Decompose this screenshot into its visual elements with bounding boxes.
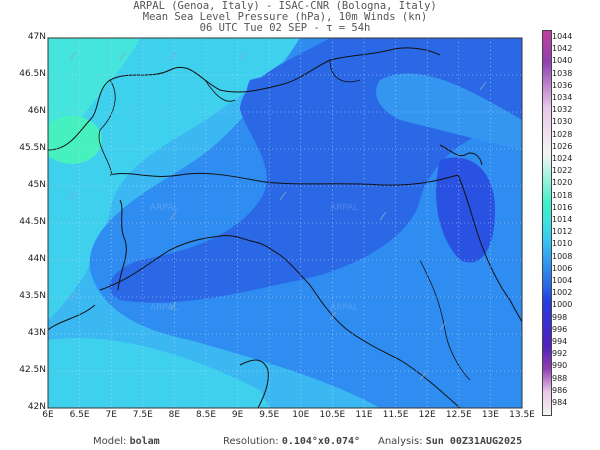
colorbar-tick-label: 998: [552, 312, 568, 322]
analysis-label: Analysis:: [378, 436, 423, 447]
lon-label: 10E: [292, 410, 310, 420]
colorbar-tick-label: 994: [552, 337, 568, 346]
lat-label: 42N: [27, 402, 46, 412]
model-value: bolam: [129, 436, 160, 447]
lon-label: 12E: [418, 410, 436, 420]
colorbar-tick-label: 1032: [552, 105, 573, 115]
colorbar-tick-label: 1006: [552, 263, 573, 273]
map-frame: [47, 37, 523, 409]
field-1012-south: [48, 338, 270, 408]
coastlines: [48, 47, 522, 408]
colorbar-tick-label: 996: [552, 324, 568, 334]
colorbar-tick-label: 1044: [552, 32, 573, 41]
colorbar-tick-label: 1002: [552, 288, 573, 298]
resolution-label: Resolution:: [223, 436, 279, 447]
lon-label: 7.5E: [132, 410, 153, 420]
lon-label: 9.5E: [259, 410, 280, 420]
lon-label: 6.5E: [69, 410, 90, 420]
lon-label: 9E: [231, 410, 244, 420]
colorbar-tick-label: 1012: [552, 227, 573, 237]
watermark-text: ARPAL: [330, 203, 358, 213]
lat-lon-grid: [48, 38, 522, 408]
watermark-text: ARPAL: [150, 303, 178, 313]
colorbar-tick-label: 990: [552, 361, 568, 371]
lon-label: 13.5E: [509, 410, 535, 420]
lon-label: 11E: [355, 410, 373, 420]
colorbar-tick-label: 1042: [552, 44, 573, 54]
lon-label: 12.5E: [445, 410, 472, 420]
lat-label: 43.5N: [19, 291, 46, 301]
lat-label: 45.5N: [19, 143, 46, 153]
colorbar-tick-label: 986: [552, 385, 568, 395]
lon-label: 11.5E: [382, 410, 409, 420]
watermark-text: ARPAL: [150, 203, 178, 213]
model-label: Model:: [93, 436, 127, 447]
colorbar-tick-label: 1010: [552, 239, 573, 249]
title-line-2: Mean Sea Level Pressure (hPa), 10m Winds…: [142, 11, 428, 23]
colorbar-tick-label: 1020: [552, 178, 573, 188]
lon-label: 10.5E: [319, 410, 346, 420]
field-1012-west: [48, 38, 300, 320]
colorbar-tick-label: 984: [552, 398, 568, 407]
footer-model: Model: bolam: [93, 436, 160, 447]
colorbar-tick-label: 1038: [552, 68, 573, 78]
colorbar-tick-label: 1036: [552, 80, 573, 90]
colorbar-tick-label: 1008: [552, 251, 573, 261]
lon-label: 6E: [42, 410, 54, 420]
footer-analysis: Analysis: Sun 00Z31AUG2025: [378, 436, 522, 447]
colorbar-tick-label: 1028: [552, 129, 573, 139]
field-1016: [48, 116, 102, 164]
colorbar-tick-label: 1024: [552, 154, 573, 163]
resolution-value: 0.104°x0.074°: [281, 436, 361, 447]
lat-label: 42.5N: [19, 365, 46, 375]
footer-resolution: Resolution: 0.104°x0.074°: [223, 436, 360, 447]
lat-label: 47N: [27, 32, 46, 42]
colorbar-tick-label: 1040: [552, 56, 573, 66]
title-line-3: 06 UTC Tue 02 SEP - τ = 54h: [199, 22, 371, 34]
analysis-value: Sun 00Z31AUG2025: [425, 436, 523, 447]
lat-label: 46.5N: [19, 69, 46, 79]
lon-label: 8E: [168, 410, 181, 420]
lon-label: 7E: [105, 410, 117, 420]
colorbar-tick-label: 1022: [552, 166, 573, 176]
lat-label: 44.5N: [19, 217, 46, 227]
lat-label: 46N: [27, 106, 46, 116]
colorbar-tick-label: 988: [552, 373, 568, 383]
borders: [98, 59, 471, 381]
title-line-1: ARPAL (Genoa, Italy) - ISAC-CNR (Bologna…: [133, 0, 437, 12]
colorbar-tick-label: 1000: [552, 300, 573, 310]
lat-label: 43N: [27, 328, 46, 338]
field-1008-ne: [376, 73, 522, 150]
colorbar-tick-label: 1034: [552, 93, 573, 102]
colorbar-tick-label: 992: [552, 349, 568, 359]
pressure-colorbar: [542, 30, 552, 416]
wind-barbs: [69, 51, 487, 381]
lat-label: 45N: [27, 180, 46, 190]
colorbar-tick-label: 1014: [552, 215, 573, 224]
colorbar-tick-label: 1026: [552, 141, 573, 151]
colorbar-tick-label: 1018: [552, 190, 573, 200]
colorbar-tick-label: 1030: [552, 117, 573, 127]
lon-label: 13E: [481, 410, 499, 420]
colorbar-tick-label: 1016: [552, 202, 573, 212]
lat-label: 44N: [27, 254, 46, 264]
colorbar-tick-label: 1004: [552, 276, 573, 285]
watermark-text: ARPAL: [330, 303, 358, 313]
lon-label: 8.5E: [196, 410, 216, 420]
field-1004: [436, 157, 495, 263]
